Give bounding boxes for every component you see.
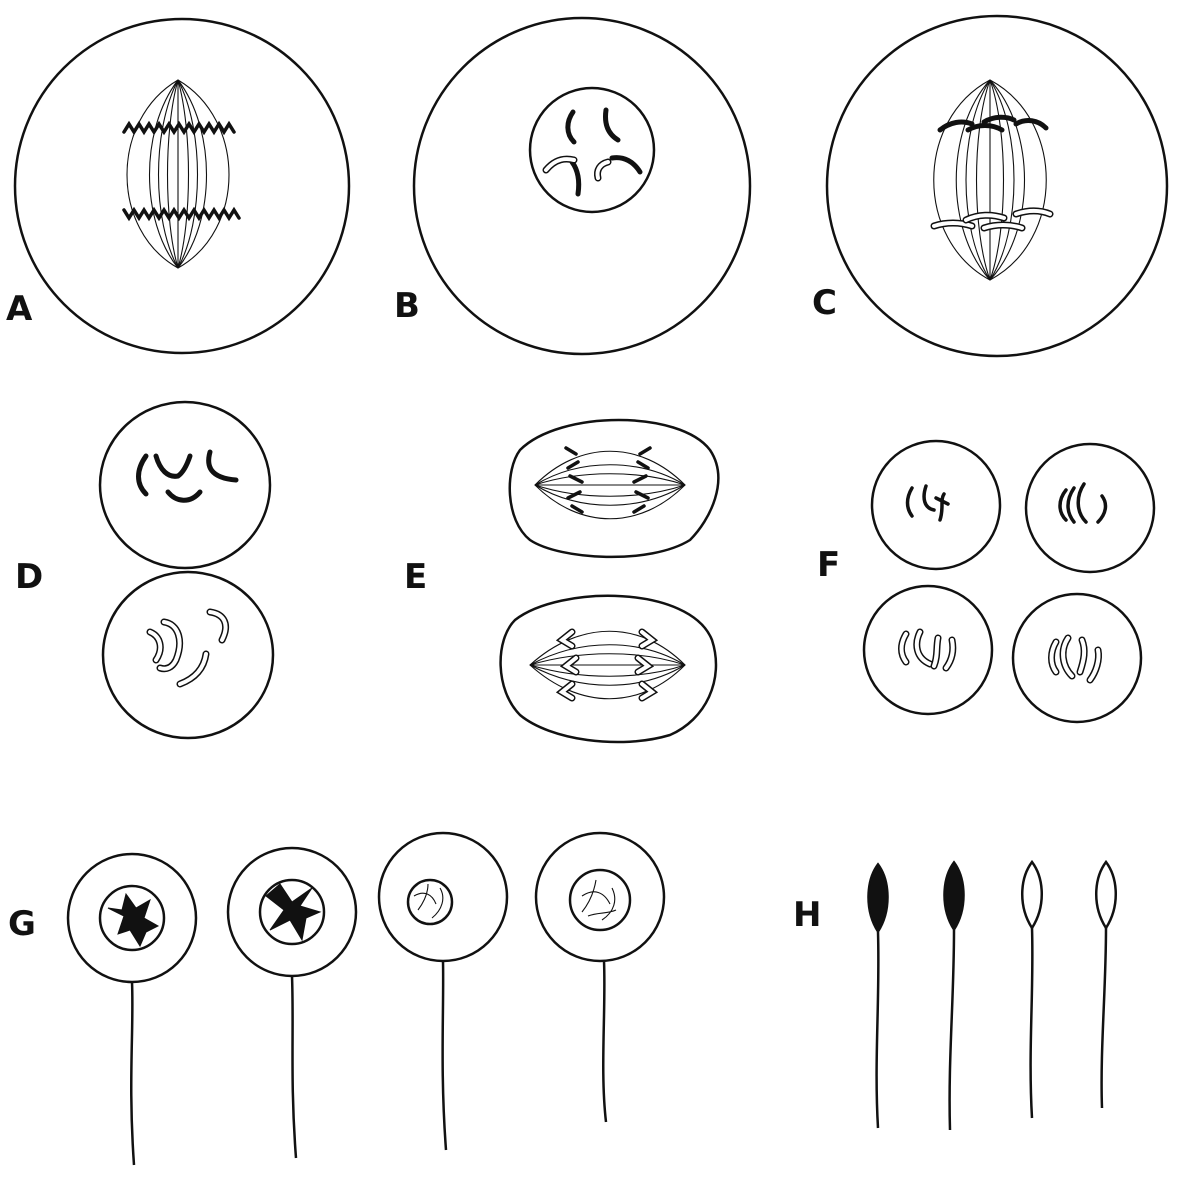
panel-a-cell	[13, 17, 351, 355]
panel-f-chromosomes-cell-2	[1058, 482, 1108, 524]
panel-d-chromosomes-hollow	[146, 608, 229, 688]
panel-a-chromosomes-top	[122, 120, 236, 136]
panel-label-a: A	[6, 289, 33, 329]
panel-f-chromosomes-cell-1	[905, 484, 950, 522]
panel-c-spindle-fibers	[955, 79, 1026, 281]
panel-f-cell-2	[1024, 442, 1156, 574]
panel-d-chromosomes-black	[136, 449, 239, 503]
panel-b-chromosome-black-4	[569, 159, 582, 197]
panel-c-chromosomes-bottom	[930, 207, 1054, 232]
panel-h-sperm	[867, 859, 1117, 1131]
panel-f-chromosomes-cell-3	[898, 628, 957, 672]
panel-g-cell-2	[226, 846, 358, 1159]
panel-f-cells	[862, 439, 1156, 724]
panel-b-chromosome-black-2	[603, 107, 621, 143]
panel-label-e: E	[404, 557, 428, 597]
panel-g-cells	[66, 831, 666, 1166]
panel-b-chromosome-black-1	[565, 109, 577, 145]
panel-h-sperm-2	[943, 860, 965, 1131]
panel-label-h: H	[793, 895, 822, 935]
panel-h-sperm-4	[1095, 859, 1117, 1109]
panel-f-cell-3	[862, 584, 994, 716]
panel-label-c: C	[812, 283, 837, 323]
panel-b-chromosome-black-3	[609, 155, 643, 175]
panel-c-chromosomes-top	[937, 114, 1049, 133]
panel-label-b: B	[394, 286, 420, 326]
panel-e-cell-bottom	[499, 594, 718, 744]
panel-g-cell-4	[534, 831, 666, 1123]
panel-a-spindle-fibers	[149, 79, 207, 269]
panel-h-sperm-3	[1021, 859, 1043, 1119]
panel-d-cell-top	[98, 400, 272, 570]
panel-d-cells	[98, 400, 275, 740]
panel-d-cell-bottom	[101, 570, 275, 740]
panel-c-cell	[825, 14, 1169, 358]
panel-label-g: G	[8, 904, 36, 944]
panel-label-f: F	[817, 545, 841, 585]
panel-g-cell-3	[377, 831, 509, 1151]
panel-e-spindle-top	[534, 450, 686, 520]
panel-e-cells	[499, 418, 720, 744]
panel-f-cell-1	[870, 439, 1002, 571]
panel-b-cell	[412, 16, 752, 356]
panel-e-chromosomes-top	[564, 446, 652, 514]
panel-f-cell-4	[1011, 592, 1143, 724]
panel-e-cell-top	[508, 418, 720, 559]
panel-e-chromosomes-bottom	[555, 628, 659, 702]
panel-g-cell-1	[66, 852, 198, 1166]
panel-label-d: D	[15, 557, 44, 597]
panel-a-chromosomes-bottom	[122, 206, 241, 222]
panel-f-chromosomes-cell-4	[1048, 634, 1102, 684]
panel-b-nucleus	[528, 86, 656, 214]
panel-h-sperm-1	[867, 862, 889, 1129]
panel-e-spindle-bottom	[529, 630, 686, 700]
